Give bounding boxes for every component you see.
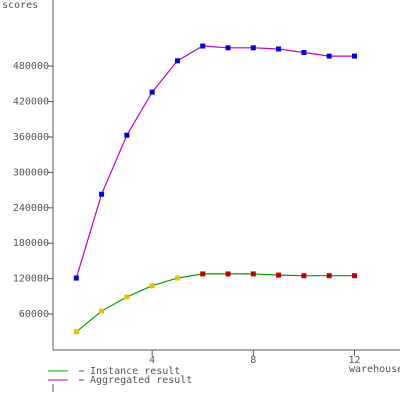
point-marker [200,43,206,49]
point-marker [149,89,155,95]
point-marker [174,275,180,281]
x-axis-label: warehouses [349,364,400,375]
point-marker [225,271,231,277]
legend-label: Instance result [90,366,180,377]
legend-label: Aggregated result [90,375,192,386]
point-marker [149,283,155,289]
x-tick-label: 4 [149,355,155,366]
series-line [75,45,355,279]
y-tick-label: 480000 [13,61,49,72]
point-marker [301,273,307,279]
point-marker [276,272,282,278]
x-tick-label: 12 [348,355,360,366]
point-marker [301,50,307,56]
point-marker [326,53,332,59]
point-marker [200,271,206,277]
point-marker [124,294,130,300]
y-tick-label: 120000 [13,274,49,285]
point-marker [99,308,105,314]
y-tick-label: 420000 [13,97,49,108]
point-marker [250,45,256,51]
point-marker [124,132,130,138]
y-tick-label: 300000 [13,167,49,178]
series-line [75,273,355,333]
y-tick-label: 240000 [13,203,49,214]
y-tick-label: 180000 [13,238,49,249]
point-marker [326,273,332,279]
point-marker [276,46,282,52]
point-marker [73,329,79,335]
point-marker [351,273,357,279]
y-tick-label: 60000 [19,309,49,320]
y-tick-label: 360000 [13,132,49,143]
x-tick-label: 8 [250,355,256,366]
point-marker [174,58,180,64]
point-marker [73,275,79,281]
y-axis-label: scores [2,0,38,11]
point-marker [250,271,256,277]
point-marker [99,191,105,197]
point-marker [351,53,357,59]
point-marker [225,45,231,51]
